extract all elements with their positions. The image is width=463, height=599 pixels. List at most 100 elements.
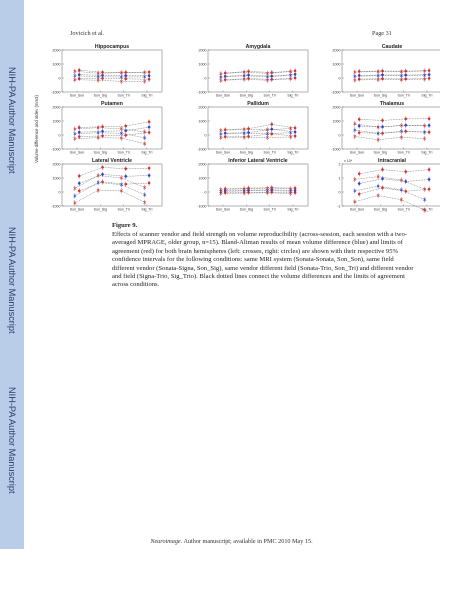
mean-circle-marker [101,173,104,176]
left-upper-line [354,176,425,190]
upper-cross-marker [353,122,357,126]
x-tick-label: Son_Tri [398,208,410,212]
upper-cross-marker [376,70,380,73]
page-footer: Neuroimage. Author manuscript; available… [0,538,463,545]
sidebar-label-2: NIH-PA Author Manuscript [7,226,17,334]
left-mean-line [220,190,291,192]
y-tick-label: 1000 [199,62,207,66]
lower-circle-marker [77,135,81,139]
mean-cross-marker [143,136,147,140]
mean-circle-marker [293,73,297,76]
upper-circle-marker [223,187,227,191]
mean-cross-marker [242,131,246,135]
y-tick-label: 0 [205,190,207,194]
mean-circle-marker [270,74,274,78]
x-tick-label: Son_Son [216,94,230,98]
x-tick-label: Son_Sig [374,208,387,212]
lower-cross-marker [73,78,77,82]
y-tick-label: 0 [205,76,207,80]
left-mean-line [220,132,291,135]
mean-cross-marker [73,194,77,198]
mean-circle-marker [124,129,128,133]
y-tick-label: 0 [339,76,341,80]
mean-cross-marker [423,198,427,202]
upper-circle-marker [404,170,408,174]
upper-circle-marker [404,117,408,121]
upper-cross-marker [376,125,380,129]
right-mean-line [359,74,430,76]
y-tick-label: 1000 [333,62,341,66]
x-tick-label: Son_Sig [240,94,253,98]
lower-circle-marker [427,187,431,191]
footer-text: . Author manuscript; available in PMC 20… [180,538,313,545]
mean-cross-marker [399,74,403,78]
upper-circle-marker [147,120,151,124]
lower-circle-marker [293,76,297,80]
mean-cross-marker [73,132,77,136]
lower-cross-marker [376,194,380,197]
left-lower-line [74,137,145,144]
mean-circle-marker [357,74,361,77]
lower-cross-marker [423,137,427,141]
upper-cross-marker [73,69,77,73]
left-upper-line [220,188,291,190]
y-tick-label: 2000 [333,105,341,109]
lower-cross-marker [265,136,269,139]
upper-circle-marker [293,69,297,73]
right-mean-line [79,74,150,76]
upper-circle-marker [381,168,384,171]
lower-cross-marker [289,77,293,81]
left-mean-line [354,129,425,134]
lower-cross-marker [96,188,100,192]
right-upper-line [225,70,296,74]
mean-cross-marker [242,74,246,78]
lower-cross-marker [96,78,100,82]
mean-circle-marker [223,131,227,135]
upper-cross-marker [219,128,223,132]
y-tick-label: -1000 [331,90,340,94]
x-tick-label: Sig_Tri [141,151,152,155]
panel-caudate: Caudate 2000 1000 0 -1000 Son_Son Son_Sig Son_T… [331,44,440,98]
upper-cross-marker [119,71,123,75]
x-tick-label: Son_Tri [118,94,130,98]
y-tick-label: -1000 [51,90,60,94]
y-tick-label: -1000 [331,147,340,151]
upper-circle-marker [270,186,274,190]
right-mean-line [225,189,296,191]
lower-cross-marker [96,136,100,140]
lower-circle-marker [404,189,408,193]
left-mean-line [74,132,145,138]
nih-sidebar: NIH-PA Author Manuscript NIH-PA Author M… [0,0,24,549]
lower-cross-marker [143,79,147,83]
upper-circle-marker [101,70,104,74]
upper-circle-marker [124,167,128,171]
x-tick-label: Son_Son [350,151,364,155]
x-tick-label: Son_Sig [94,208,107,212]
mean-cross-marker [96,131,100,135]
mean-cross-marker [143,193,147,197]
upper-cross-marker [265,128,269,132]
y-tick-label: 0 [205,133,207,137]
lower-circle-marker [357,77,361,81]
upper-cross-marker [289,127,293,130]
figure-caption: Figure 9. Effects of scanner vendor and … [112,222,417,290]
upper-circle-marker [247,186,250,190]
right-lower-line [79,78,150,80]
left-mean-line [354,75,425,77]
upper-circle-marker [270,71,274,74]
upper-cross-marker [119,127,123,131]
lower-cross-marker [353,134,357,138]
caption-text: Effects of scanner vendor and field stre… [112,230,414,289]
x-tick-label: Son_Sig [240,151,253,155]
left-upper-line [74,71,145,74]
y-tick-label: 1000 [53,62,61,66]
panel-title: Inferior Lateral Ventricle [228,158,288,164]
panel-hippocampus: Hippocampus 2000 1000 0 -1000 Son_Son Son_Sig S… [51,44,163,98]
mean-cross-marker [399,129,403,133]
y-tick-label: 1000 [199,176,207,180]
right-upper-line [79,121,150,128]
lower-circle-marker [147,181,151,185]
panel-title: Intracranial [378,158,407,164]
upper-circle-marker [124,71,128,74]
right-mean-line [79,126,150,133]
